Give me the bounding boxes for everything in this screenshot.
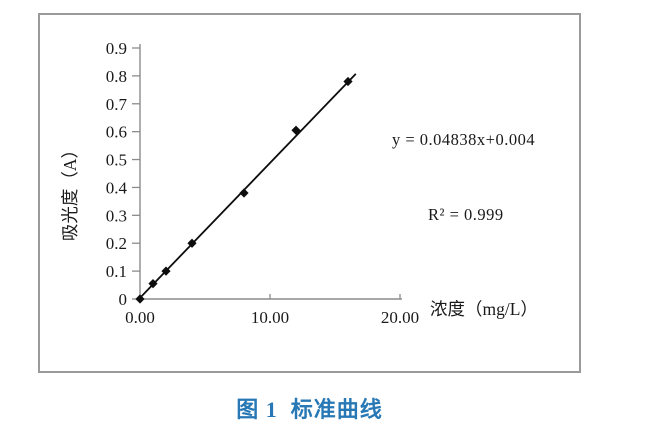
x-tick-label: 20.00	[381, 308, 419, 327]
equation-label: y = 0.04838x+0.004	[392, 130, 536, 149]
equation-block: y = 0.04838x+0.004 R² = 0.999	[392, 77, 607, 277]
y-tick-label: 0.9	[106, 39, 127, 58]
x-axis-title: 浓度（mg/L）	[430, 299, 538, 319]
chart-frame: 0 0.1 0.2 0.3 0.4 0.5 0.6 0.7 0.8 0.9 0.00 10.00 20.…	[38, 13, 581, 373]
y-tick-label: 0.7	[106, 95, 128, 114]
trend-line	[139, 73, 357, 299]
r-squared-label: R² = 0.999	[428, 205, 504, 224]
x-tick-label: 10.00	[251, 308, 289, 327]
data-point	[343, 76, 353, 87]
y-tick-label: 0	[119, 290, 128, 309]
y-axis-title: 吸光度（A）	[60, 140, 80, 242]
data-point	[135, 294, 145, 304]
y-tick-label: 0.8	[106, 67, 127, 86]
y-tick-label: 0.6	[106, 123, 127, 142]
standard-curve-plot: 0 0.1 0.2 0.3 0.4 0.5 0.6 0.7 0.8 0.9 0.00 10.00 20.…	[106, 39, 419, 327]
x-tick-label: 0.00	[125, 308, 155, 327]
figure-caption: 图 1 标准曲线	[236, 397, 383, 422]
y-tick-label: 0.4	[106, 178, 128, 197]
y-tick-label: 0.3	[106, 206, 127, 225]
data-point	[291, 125, 301, 135]
y-tick-label: 0.1	[106, 262, 127, 281]
data-point	[148, 279, 158, 289]
data-point	[187, 238, 197, 248]
y-tick-label: 0.2	[106, 234, 127, 253]
y-tick-label: 0.5	[106, 151, 127, 170]
data-point	[239, 188, 249, 198]
